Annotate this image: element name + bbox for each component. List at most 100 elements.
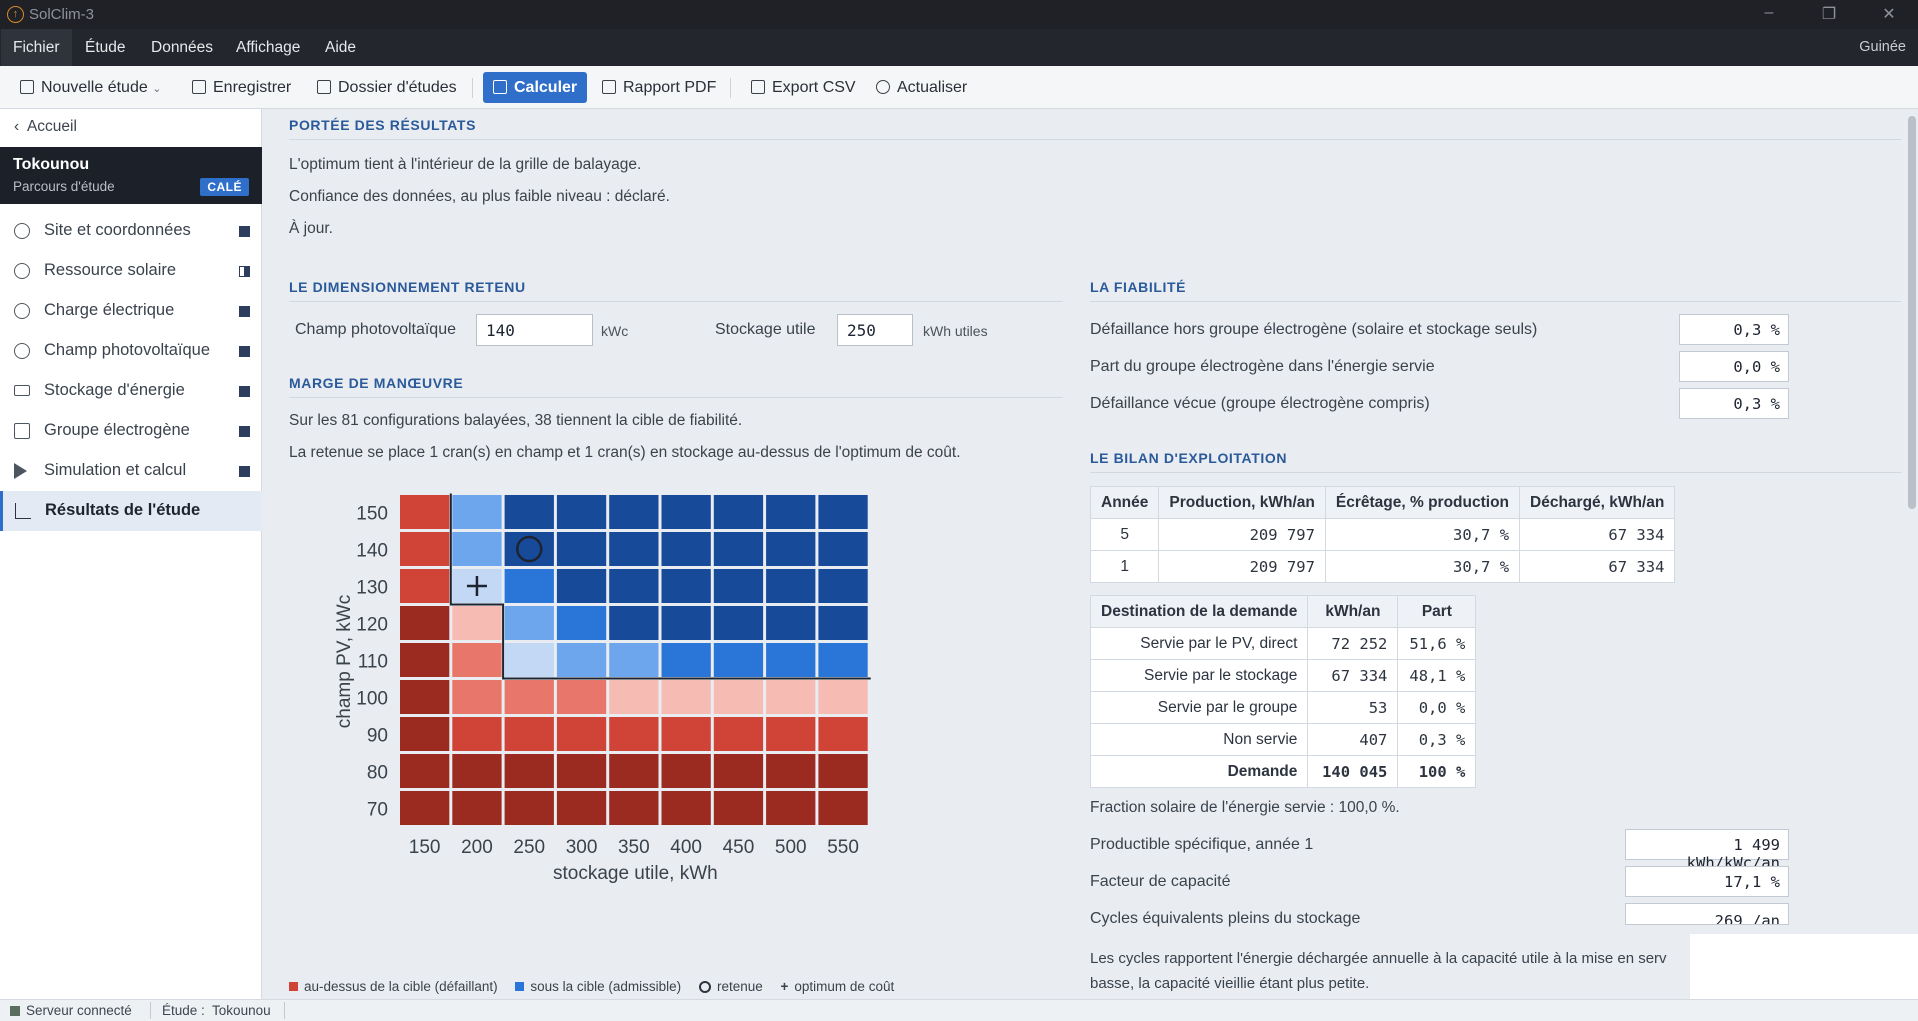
heatmap-cell — [609, 754, 659, 788]
heatmap-cell — [818, 754, 868, 788]
sidebar: ‹ Accueil Tokounou Parcours d'étude CALÉ… — [0, 109, 262, 999]
kpi-label-3: Cycles équivalents pleins du stockage — [1090, 910, 1361, 927]
storage-label: Stockage utile — [715, 321, 816, 338]
project-header: Tokounou Parcours d'étude CALÉ — [0, 147, 262, 204]
study-folder-button[interactable]: Dossier d'études — [309, 72, 465, 103]
heatmap-cell — [609, 680, 659, 714]
legend-item-chosen: retenue — [698, 979, 763, 994]
table-cell: 53 — [1307, 691, 1399, 724]
table-cell: 30,7 % — [1324, 518, 1521, 551]
menu-donnees[interactable]: Données — [151, 39, 214, 56]
heatmap-cell — [766, 532, 816, 566]
circle-icon — [698, 981, 711, 993]
y-tick-label: 140 — [356, 541, 388, 562]
folder-icon — [317, 80, 331, 94]
title-bar: ↑ SolClim-3 – ❐ ✕ — [0, 0, 1918, 29]
sidebar-item-solar-resource[interactable]: Ressource solaire — [0, 251, 262, 291]
menu-affichage[interactable]: Affichage — [236, 39, 301, 56]
sidebar-item-simulation[interactable]: Simulation et calcul — [0, 451, 262, 491]
plus-icon: + — [780, 979, 789, 994]
restore-icon[interactable]: ❐ — [1821, 6, 1837, 23]
menu-bar: Fichier Étude Données Affichage Aide Gui… — [0, 29, 1918, 66]
table-row: Servie par le groupe 53 0,0 % — [1089, 691, 1477, 724]
compute-button[interactable]: Calculer — [483, 72, 588, 103]
table-row: 1 209 797 30,7 % 67 334 — [1089, 550, 1676, 583]
table-header-row: Année Production, kWh/an Écrêtage, % pro… — [1089, 486, 1676, 519]
heatmap-cell — [713, 791, 764, 825]
kpi-value-2: 17,1 % — [1625, 866, 1789, 897]
fail-swatch — [289, 982, 298, 991]
menu-etude[interactable]: Étude — [85, 39, 126, 56]
pv-field-input[interactable]: 140 — [476, 314, 593, 346]
heatmap-cell — [400, 680, 450, 714]
menu-aide[interactable]: Aide — [325, 39, 357, 56]
step-status-icon — [239, 306, 250, 317]
refresh-icon — [876, 80, 890, 94]
heatmap-cell — [504, 717, 554, 751]
pdf-report-button[interactable]: Rapport PDF — [594, 72, 724, 103]
heatmap-cell — [504, 495, 554, 529]
heatmap-cell — [818, 569, 868, 603]
sun-cloud-icon — [14, 263, 30, 279]
export-csv-button[interactable]: Export CSV — [743, 72, 864, 103]
heatmap-cell — [818, 532, 868, 566]
heatmap-cell — [609, 717, 659, 751]
table-cell: 5 — [1089, 518, 1160, 551]
heatmap-cell — [818, 791, 868, 825]
yearly-table: Année Production, kWh/an Écrêtage, % pro… — [1089, 486, 1676, 583]
status-bar: Serveur connecté Étude : Tokounou — [0, 999, 1918, 1021]
sidebar-item-pv-field[interactable]: Champ photovoltaïque — [0, 331, 262, 371]
reliability-title: LA FIABILITÉ — [1090, 279, 1187, 295]
x-tick-label: 450 — [723, 837, 755, 858]
back-link[interactable]: ‹ Accueil — [14, 118, 77, 135]
pv-field-label: Champ photovoltaïque — [295, 321, 456, 338]
heatmap-cell — [452, 791, 502, 825]
vertical-scrollbar[interactable] — [1908, 116, 1916, 509]
sidebar-item-load[interactable]: Charge électrique — [0, 291, 262, 331]
table-cell: 67 334 — [1519, 550, 1676, 583]
sizing-title: LE DIMENSIONNEMENT RETENU — [289, 279, 526, 295]
menu-fichier[interactable]: Fichier — [1, 29, 72, 66]
table-cell: 1 — [1089, 550, 1160, 583]
toolbar-separator — [730, 78, 731, 98]
heatmap-cell — [713, 495, 764, 529]
x-tick-label: 300 — [566, 837, 598, 858]
table-row: Servie par le stockage 67 334 48,1 % — [1089, 659, 1477, 692]
chevron-left-icon: ‹ — [14, 118, 20, 135]
table-cell: 67 334 — [1519, 518, 1676, 551]
heatmap-cell — [661, 643, 711, 677]
sidebar-item-results[interactable]: Résultats de l'étude — [0, 491, 262, 531]
storage-unit: kWh utiles — [923, 323, 988, 339]
column-header: kWh/an — [1307, 595, 1399, 628]
feasibility-frontier — [449, 493, 871, 680]
sidebar-item-site[interactable]: Site et coordonnées — [0, 211, 262, 251]
step-status-icon — [239, 346, 250, 357]
save-button[interactable]: Enregistrer — [184, 72, 299, 103]
new-study-button[interactable]: Nouvelle étude ⌄ — [12, 72, 169, 103]
table-cell: 51,6 % — [1397, 627, 1477, 660]
table-cell: Servie par le PV, direct — [1089, 627, 1309, 660]
x-tick-label: 350 — [618, 837, 650, 858]
heatmap-cell — [609, 606, 659, 640]
sidebar-item-genset[interactable]: Groupe électrogène — [0, 411, 262, 451]
server-status: Serveur connecté — [26, 1003, 132, 1018]
x-tick-label: 250 — [513, 837, 545, 858]
heatmap-cell — [452, 606, 502, 640]
sidebar-item-storage[interactable]: Stockage d'énergie — [0, 371, 262, 411]
refresh-button[interactable]: Actualiser — [868, 72, 975, 103]
heatmap-cell — [400, 791, 450, 825]
connection-status-icon — [10, 1006, 20, 1016]
current-study: Étude : Tokounou — [162, 1003, 271, 1018]
minimize-icon[interactable]: – — [1764, 4, 1774, 21]
column-header: Année — [1089, 486, 1160, 519]
close-icon[interactable]: ✕ — [1882, 6, 1896, 23]
heatmap-cell — [661, 495, 711, 529]
step-status-icon — [239, 226, 250, 237]
heatmap-cell — [556, 754, 607, 788]
project-name: Tokounou — [13, 156, 90, 173]
legend-item-ok: sous la cible (admissible) — [515, 979, 681, 994]
status-badge: CALÉ — [200, 178, 249, 196]
storage-input[interactable]: 250 — [837, 314, 913, 346]
heatmap-cell — [400, 495, 450, 529]
heatmap-cell — [609, 569, 659, 603]
